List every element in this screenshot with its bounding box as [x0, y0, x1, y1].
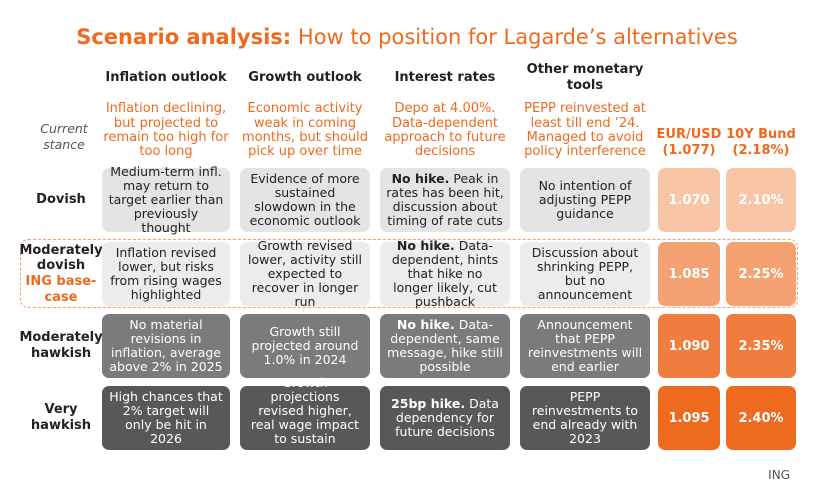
- scenario-cell: Discussion about shrinking PEPP, but no …: [520, 242, 650, 306]
- stance-cell: Economic activity weak in coming months,…: [241, 101, 369, 160]
- scenario-cell: Growth still projected around 1.0% in 20…: [240, 314, 370, 378]
- scenario-cell: Growth revised lower, activity still exp…: [240, 238, 370, 309]
- row-label-text: Moderately hawkish: [19, 330, 103, 361]
- scenario-cell: No material revisions in inflation, aver…: [102, 314, 230, 378]
- market-value: 1.090: [658, 314, 720, 378]
- cell-text: No hike. Data-dependent, same message, h…: [386, 316, 504, 375]
- scenario-cell: No hike. Data-dependent, hints that hike…: [380, 238, 510, 309]
- cell-text: Announcement that PEPP reinvestments wil…: [526, 316, 644, 375]
- market-value: 1.095: [658, 386, 720, 450]
- source: ING: [768, 468, 790, 482]
- scenario-cell: 25bp hike. Data dependency for future de…: [380, 386, 510, 450]
- cell-body: Growth still projected around 1.0% in 20…: [251, 323, 359, 368]
- stance-cell: Inflation declining, but projected to re…: [103, 101, 229, 160]
- cell-text: No intention of adjusting PEPP guidance: [526, 177, 644, 222]
- scenario-cell: High chances that 2% target will only be…: [102, 386, 230, 450]
- cell-text: Growth projections revised higher, real …: [246, 374, 364, 461]
- cell-text: High chances that 2% target will only be…: [108, 388, 224, 447]
- cell-text: No hike. Peak in rates has been hit, dis…: [386, 170, 504, 229]
- market-name: EUR/USD: [656, 127, 722, 143]
- cell-body: Medium-term infl. may return to target e…: [108, 163, 224, 236]
- scenario-cell: No intention of adjusting PEPP guidance: [520, 168, 650, 232]
- cell-body: Growth revised lower, activity still exp…: [247, 237, 362, 310]
- cell-body: Growth projections revised higher, real …: [250, 374, 360, 461]
- cell-bold: No hike.: [396, 237, 455, 253]
- stance-label: Current stance: [40, 120, 88, 152]
- cell-body: Data-dependent, hints that hike no longe…: [391, 237, 499, 310]
- cell-bold: No hike.: [391, 170, 450, 186]
- cell-text: Discussion about shrinking PEPP, but no …: [526, 244, 644, 303]
- row-label: Moderately dovish ING base-case: [19, 242, 103, 306]
- cell-body: Data dependency for future decisions: [395, 395, 499, 440]
- market-header: 10Y Bund (2.18%): [722, 126, 800, 160]
- column-header: Inflation outlook: [105, 70, 227, 86]
- market-value: 2.40%: [726, 386, 796, 450]
- cell-text: No hike. Data-dependent, hints that hike…: [386, 237, 504, 310]
- cell-body: Peak in rates has been hit, discussion a…: [386, 170, 504, 229]
- row-label-text: Very hawkish: [30, 402, 92, 433]
- cell-body: No material revisions in inflation, aver…: [109, 316, 223, 375]
- cell-text: Growth revised lower, activity still exp…: [246, 237, 364, 310]
- scenario-cell: Announcement that PEPP reinvestments wil…: [520, 314, 650, 378]
- row-label: Moderately hawkish: [19, 314, 103, 378]
- market-current: (2.18%): [732, 143, 790, 158]
- market-value: 1.070: [658, 168, 720, 232]
- scenario-cell: Evidence of more sustained slowdown in t…: [240, 168, 370, 232]
- cell-text: PEPP reinvestments to end already with 2…: [526, 388, 644, 447]
- cell-body: Data-dependent, same message, hike still…: [387, 316, 503, 375]
- row-label-text: Dovish: [36, 192, 86, 208]
- stance-cell: PEPP reinvested at least till end ’24. M…: [524, 101, 646, 160]
- row-label: Dovish: [20, 168, 102, 232]
- market-name: 10Y Bund: [726, 127, 796, 143]
- title-bold: Scenario analysis:: [76, 25, 292, 49]
- market-header: EUR/USD (1.077): [654, 126, 724, 160]
- column-header: Interest rates: [394, 70, 496, 86]
- scenario-cell: No hike. Data-dependent, same message, h…: [380, 314, 510, 378]
- row-tag: ING base-case: [25, 274, 97, 305]
- title-text: How to position for Lagarde’s alternativ…: [297, 25, 738, 49]
- cell-text: Evidence of more sustained slowdown in t…: [246, 170, 364, 229]
- cell-text: Inflation revised lower, but risks from …: [108, 244, 224, 303]
- cell-bold: No hike.: [396, 316, 455, 332]
- row-label: Very hawkish: [20, 386, 102, 450]
- cell-body: Discussion about shrinking PEPP, but no …: [531, 244, 639, 303]
- scenario-cell: Inflation revised lower, but risks from …: [102, 242, 230, 306]
- column-header: Growth outlook: [248, 70, 362, 86]
- title: Scenario analysis: How to position for L…: [0, 20, 814, 54]
- scenario-cell: No hike. Peak in rates has been hit, dis…: [380, 168, 510, 232]
- market-current: (1.077): [662, 143, 716, 158]
- cell-body: Evidence of more sustained slowdown in t…: [249, 170, 361, 229]
- row-label-text: Moderately dovish: [19, 242, 103, 274]
- market-value: 2.35%: [726, 314, 796, 378]
- base-case-outline: [20, 239, 798, 308]
- market-value: 2.25%: [726, 242, 796, 306]
- cell-text: 25bp hike. Data dependency for future de…: [386, 395, 504, 440]
- scenario-cell: Growth projections revised higher, real …: [240, 375, 370, 460]
- cell-text: Growth still projected around 1.0% in 20…: [246, 323, 364, 368]
- scenario-cell: PEPP reinvestments to end already with 2…: [520, 386, 650, 450]
- scenario-cell: Medium-term infl. may return to target e…: [102, 164, 230, 235]
- cell-body: High chances that 2% target will only be…: [109, 388, 223, 447]
- market-value: 1.085: [658, 242, 720, 306]
- cell-body: PEPP reinvestments to end already with 2…: [531, 388, 639, 447]
- cell-body: Inflation revised lower, but risks from …: [110, 244, 222, 303]
- cell-text: Medium-term infl. may return to target e…: [108, 163, 224, 236]
- cell-bold: 25bp hike.: [391, 395, 466, 411]
- stance-cell: Depo at 4.00%. Data-dependent approach t…: [384, 101, 506, 160]
- cell-body: Announcement that PEPP reinvestments wil…: [527, 316, 643, 375]
- cell-text: No material revisions in inflation, aver…: [108, 316, 224, 375]
- market-value: 2.10%: [726, 168, 796, 232]
- cell-body: No intention of adjusting PEPP guidance: [538, 177, 632, 222]
- column-header: Other monetary tools: [526, 62, 644, 93]
